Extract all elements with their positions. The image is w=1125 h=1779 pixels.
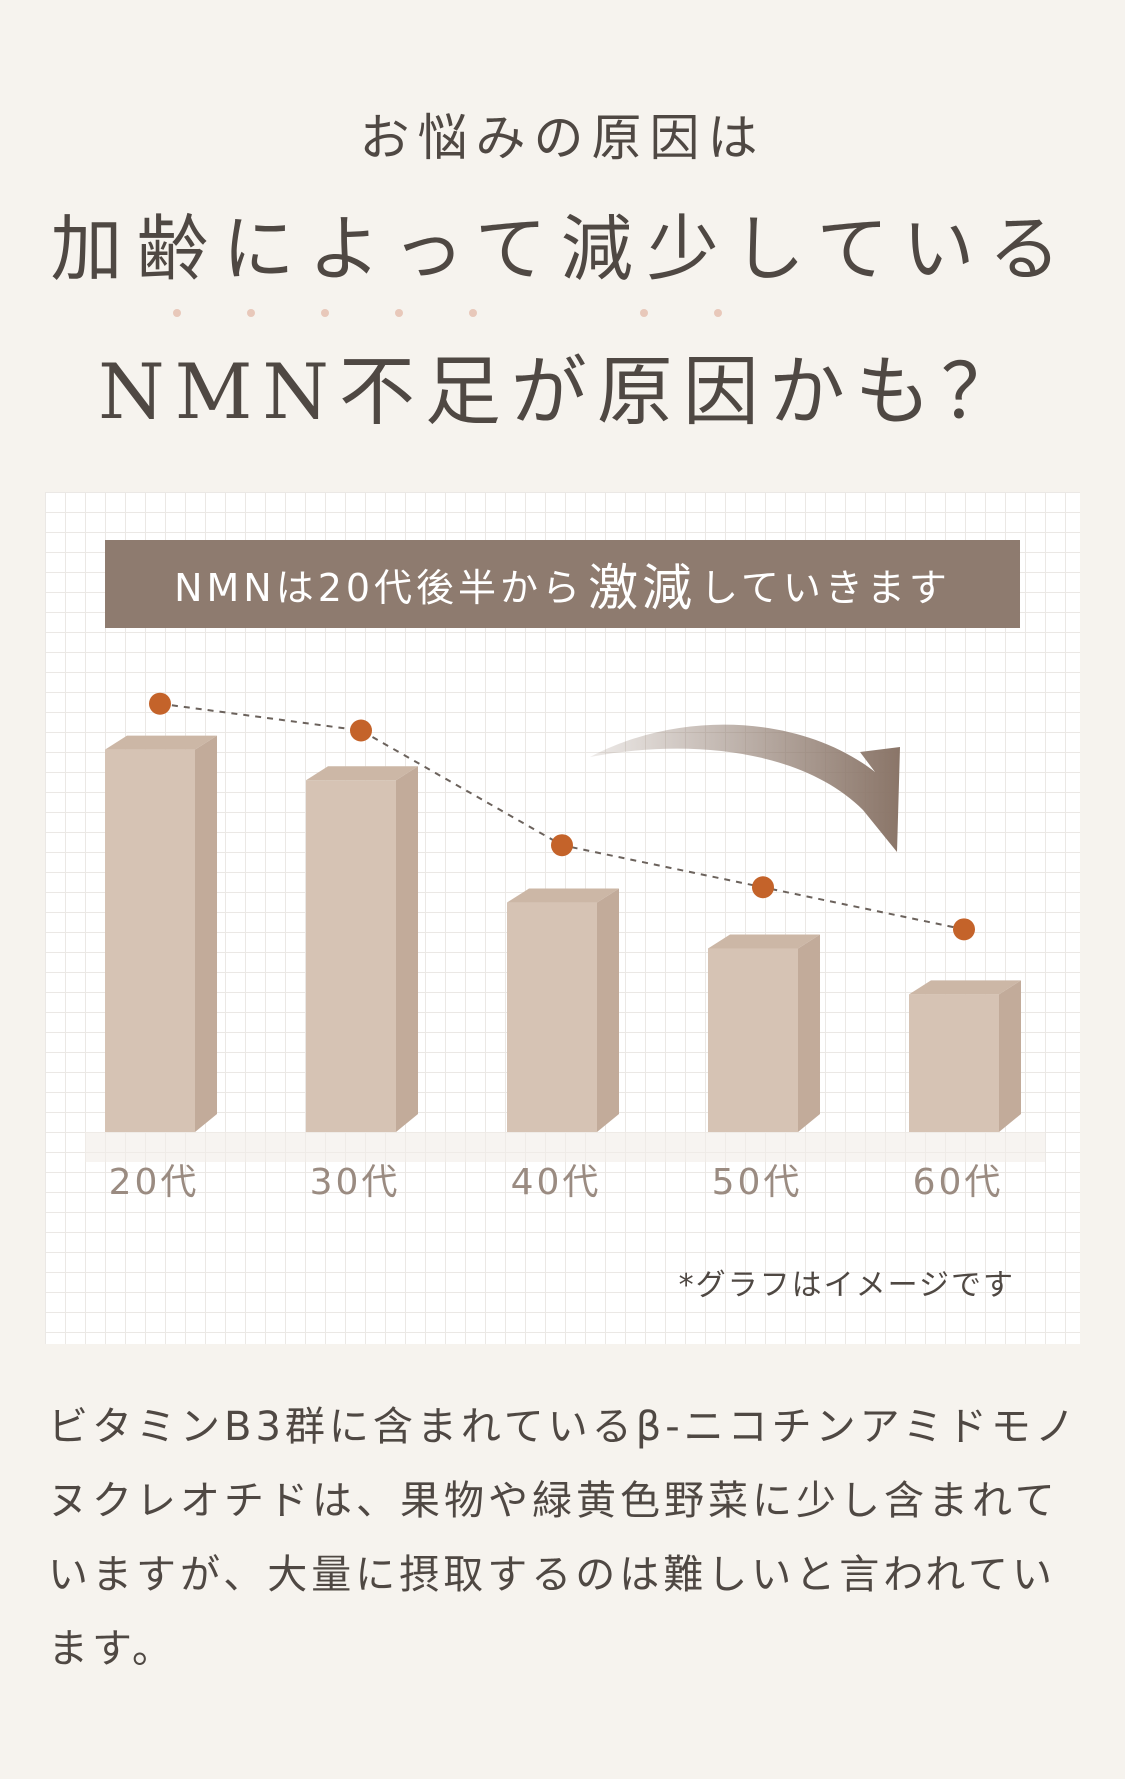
category-label: 60代 (913, 1162, 1004, 1203)
bar-side (798, 934, 820, 1132)
category-label: 30代 (310, 1162, 401, 1203)
headline-primary: 加齢によって減少している (50, 207, 1075, 291)
emphasis-dots (0, 309, 1125, 321)
headline-secondary: NMN不足が原因かも？ (98, 347, 1027, 436)
category-label: 40代 (511, 1162, 602, 1203)
bar (909, 994, 999, 1132)
bar-top (708, 934, 820, 949)
banner-text-post: していきます (700, 565, 951, 610)
bar-side (999, 980, 1021, 1132)
bar-top (909, 980, 1021, 995)
bar-side (195, 735, 217, 1132)
bar (105, 749, 195, 1132)
banner-text-pre: NMNは20代後半から (174, 565, 585, 610)
decline-arrow (590, 724, 900, 852)
chart-note: *グラフはイメージです (678, 1268, 1015, 1303)
bar-top (306, 766, 418, 781)
bar-top (507, 888, 619, 903)
trend-point (350, 719, 372, 742)
bar-top (105, 735, 217, 750)
bar (708, 948, 798, 1132)
bar-side (396, 766, 418, 1132)
bar-side (597, 888, 619, 1132)
trend-point (752, 876, 774, 899)
chart-banner: NMNは20代後半から 激減 していきます (105, 540, 1020, 628)
category-label: 50代 (712, 1162, 803, 1203)
chart-card: NMNは20代後半から 激減 していきます 20代 30代 40代 50代 60代 *グ… (45, 492, 1080, 1344)
sub-heading: お悩みの原因は (359, 109, 766, 167)
bar (507, 902, 597, 1132)
category-label: 20代 (109, 1162, 200, 1203)
trend-point (953, 918, 975, 941)
bar-chart: 20代 30代 40代 50代 60代 (85, 692, 1045, 1203)
bar (306, 780, 396, 1132)
description-text: ビタミンB3群に含まれているβ-ニコチンアミドモノヌクレオチドは、果物や緑黄色野… (48, 1404, 1079, 1672)
trend-point (551, 834, 573, 857)
trend-point (149, 692, 171, 715)
chart-floor-shadow (85, 1132, 1045, 1162)
banner-text-emphasis: 激減 (588, 559, 697, 617)
